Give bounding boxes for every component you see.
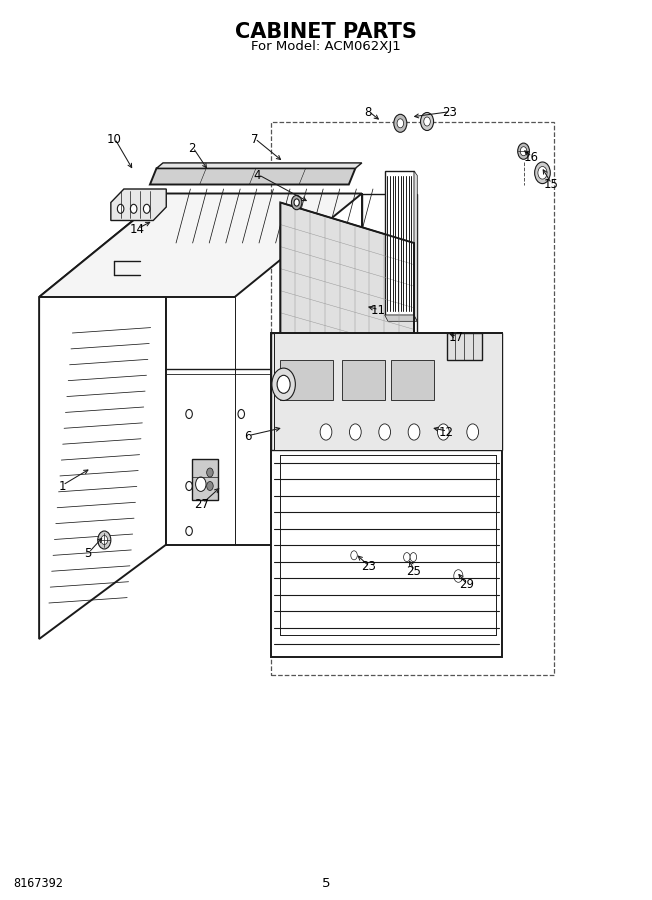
Circle shape bbox=[238, 410, 244, 418]
Circle shape bbox=[410, 553, 417, 562]
Circle shape bbox=[520, 147, 527, 156]
Circle shape bbox=[186, 482, 192, 490]
Polygon shape bbox=[150, 168, 355, 184]
Text: 23: 23 bbox=[361, 561, 376, 573]
Circle shape bbox=[348, 546, 361, 564]
Circle shape bbox=[186, 526, 192, 536]
Circle shape bbox=[272, 368, 295, 400]
Text: 8: 8 bbox=[364, 106, 372, 119]
Circle shape bbox=[294, 199, 299, 206]
Circle shape bbox=[437, 424, 449, 440]
Circle shape bbox=[397, 119, 404, 128]
Text: 5: 5 bbox=[321, 878, 331, 890]
Polygon shape bbox=[39, 194, 362, 297]
Text: 14: 14 bbox=[129, 223, 145, 236]
Circle shape bbox=[291, 195, 302, 210]
Text: 8167392: 8167392 bbox=[13, 878, 63, 890]
Circle shape bbox=[518, 143, 529, 159]
Polygon shape bbox=[271, 333, 502, 657]
Polygon shape bbox=[280, 202, 414, 459]
Circle shape bbox=[336, 410, 342, 418]
Text: 25: 25 bbox=[407, 565, 421, 578]
Text: 2: 2 bbox=[188, 142, 196, 155]
Circle shape bbox=[98, 531, 111, 549]
Bar bbox=[342, 360, 385, 400]
Circle shape bbox=[421, 112, 434, 130]
Circle shape bbox=[336, 526, 342, 536]
Circle shape bbox=[379, 424, 391, 440]
Text: 10: 10 bbox=[107, 133, 121, 146]
Circle shape bbox=[394, 114, 407, 132]
Circle shape bbox=[117, 204, 124, 213]
Circle shape bbox=[538, 166, 547, 179]
Text: 7: 7 bbox=[250, 133, 258, 146]
Text: 4: 4 bbox=[254, 169, 261, 182]
Polygon shape bbox=[166, 194, 362, 544]
Polygon shape bbox=[414, 171, 417, 321]
Bar bbox=[403, 550, 419, 564]
Polygon shape bbox=[447, 333, 482, 360]
Text: For Model: ACM062XJ1: For Model: ACM062XJ1 bbox=[251, 40, 401, 53]
Text: 23: 23 bbox=[443, 106, 457, 119]
Polygon shape bbox=[111, 189, 166, 220]
Bar bbox=[280, 360, 333, 400]
Circle shape bbox=[467, 424, 479, 440]
Circle shape bbox=[408, 424, 420, 440]
Text: 12: 12 bbox=[439, 426, 454, 438]
Circle shape bbox=[130, 204, 137, 213]
Text: 6: 6 bbox=[244, 430, 252, 443]
Circle shape bbox=[207, 482, 213, 490]
Text: 16: 16 bbox=[524, 151, 539, 164]
Circle shape bbox=[424, 117, 430, 126]
Circle shape bbox=[196, 477, 206, 491]
Polygon shape bbox=[39, 194, 166, 639]
Circle shape bbox=[336, 482, 342, 490]
Text: 17: 17 bbox=[449, 331, 464, 344]
Circle shape bbox=[320, 424, 332, 440]
Bar bbox=[271, 122, 554, 675]
Polygon shape bbox=[274, 333, 502, 450]
Polygon shape bbox=[192, 459, 218, 500]
Polygon shape bbox=[385, 171, 414, 315]
Circle shape bbox=[143, 204, 150, 213]
Circle shape bbox=[349, 424, 361, 440]
Circle shape bbox=[535, 162, 550, 184]
Polygon shape bbox=[362, 194, 417, 544]
Text: CABINET PARTS: CABINET PARTS bbox=[235, 22, 417, 41]
Text: 5: 5 bbox=[84, 547, 92, 560]
Text: 15: 15 bbox=[544, 178, 558, 191]
Text: 27: 27 bbox=[194, 498, 210, 510]
Polygon shape bbox=[156, 163, 362, 168]
Circle shape bbox=[277, 375, 290, 393]
Circle shape bbox=[297, 410, 303, 418]
Circle shape bbox=[351, 551, 357, 560]
Circle shape bbox=[451, 565, 466, 587]
Text: 1: 1 bbox=[58, 480, 66, 492]
Text: 29: 29 bbox=[458, 579, 474, 591]
Text: 11: 11 bbox=[370, 304, 386, 317]
Circle shape bbox=[454, 570, 463, 582]
Circle shape bbox=[101, 536, 108, 544]
Circle shape bbox=[404, 553, 410, 562]
Circle shape bbox=[186, 410, 192, 418]
Polygon shape bbox=[385, 315, 417, 321]
Circle shape bbox=[207, 468, 213, 477]
Polygon shape bbox=[271, 333, 502, 450]
Bar bbox=[391, 360, 434, 400]
